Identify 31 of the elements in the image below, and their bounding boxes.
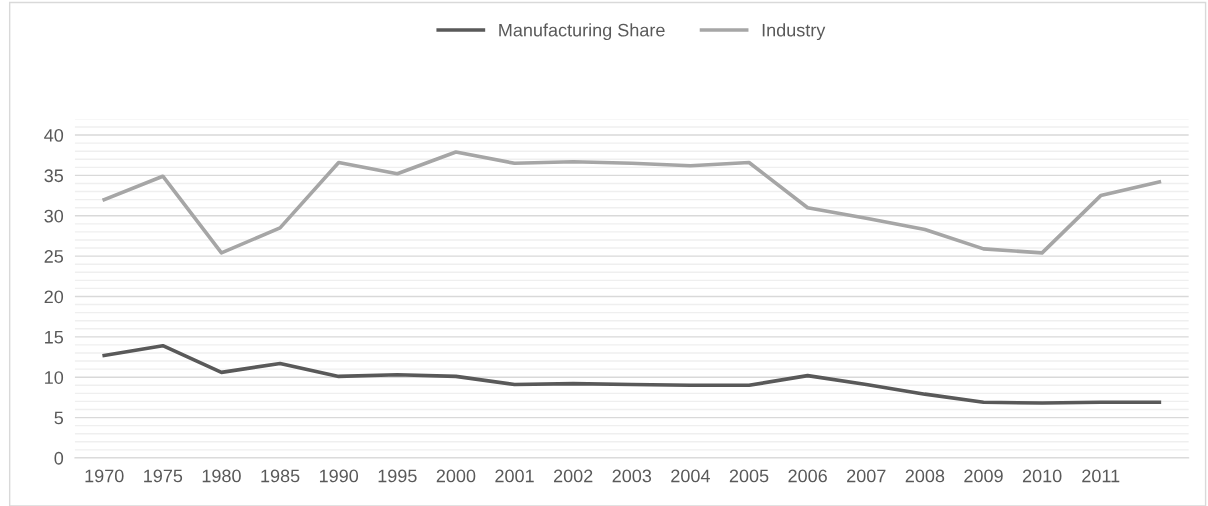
y-tick-label: 40 <box>44 128 64 142</box>
x-tick-label: 2009 <box>964 469 1003 483</box>
x-tick-label: 2007 <box>847 469 886 483</box>
legend-label: Industry <box>762 23 826 41</box>
x-tick-label: 1980 <box>202 469 241 483</box>
line-series <box>102 150 1162 255</box>
y-tick-label: 30 <box>44 209 64 223</box>
x-tick-label: 2001 <box>495 469 534 483</box>
y-tick-label: 35 <box>44 169 64 183</box>
x-tick-label: 1975 <box>144 469 183 483</box>
legend-label: Manufacturing Share <box>499 23 665 41</box>
x-tick-label: 2011 <box>1082 469 1120 483</box>
x-tick-label: 1990 <box>319 469 359 483</box>
x-tick-label: 1995 <box>378 469 417 483</box>
y-tick-label: 20 <box>44 290 64 304</box>
x-tick-label: 2006 <box>788 469 827 483</box>
line-series <box>102 343 1162 405</box>
y-tick-label: 0 <box>54 451 64 465</box>
x-tick-label: 2005 <box>729 469 769 483</box>
x-tick-label: 2004 <box>671 469 710 483</box>
y-tick-label: 10 <box>45 371 64 384</box>
x-tick-label: 2000 <box>436 469 476 483</box>
x-tick-label: 1970 <box>85 469 124 483</box>
x-tick-label: 1985 <box>261 469 300 483</box>
x-tick-label: 2003 <box>612 469 652 483</box>
y-tick-label: 5 <box>54 411 64 425</box>
y-tick-label: 15 <box>45 330 64 344</box>
x-tick-label: 2002 <box>553 469 593 483</box>
y-tick-label: 25 <box>44 250 64 263</box>
x-tick-label: 2008 <box>905 469 945 483</box>
x-tick-label: 2010 <box>1022 469 1062 483</box>
